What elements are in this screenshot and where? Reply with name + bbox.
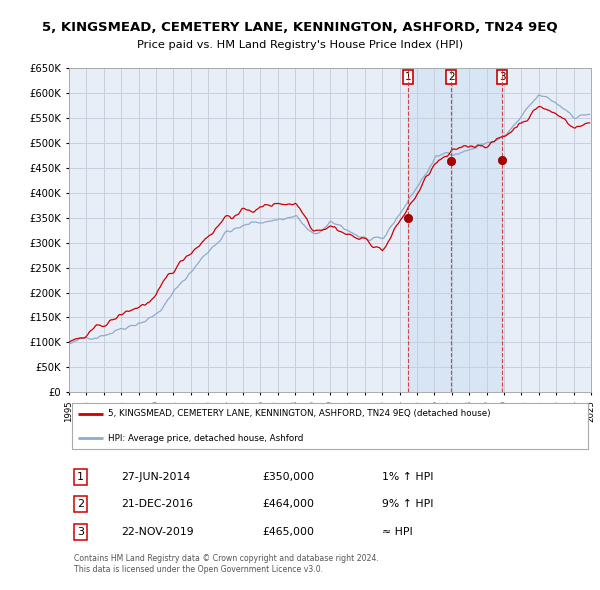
- Text: £464,000: £464,000: [262, 499, 314, 509]
- Text: Contains HM Land Registry data © Crown copyright and database right 2024.: Contains HM Land Registry data © Crown c…: [74, 554, 379, 563]
- Text: 2: 2: [448, 72, 455, 82]
- Text: ≈ HPI: ≈ HPI: [382, 527, 413, 537]
- Text: 21-DEC-2016: 21-DEC-2016: [121, 499, 193, 509]
- Text: 9% ↑ HPI: 9% ↑ HPI: [382, 499, 434, 509]
- Text: 5, KINGSMEAD, CEMETERY LANE, KENNINGTON, ASHFORD, TN24 9EQ (detached house): 5, KINGSMEAD, CEMETERY LANE, KENNINGTON,…: [108, 409, 491, 418]
- Text: Price paid vs. HM Land Registry's House Price Index (HPI): Price paid vs. HM Land Registry's House …: [137, 40, 463, 50]
- Text: 1% ↑ HPI: 1% ↑ HPI: [382, 472, 434, 482]
- Text: 3: 3: [499, 72, 506, 82]
- Text: 5, KINGSMEAD, CEMETERY LANE, KENNINGTON, ASHFORD, TN24 9EQ: 5, KINGSMEAD, CEMETERY LANE, KENNINGTON,…: [42, 21, 558, 34]
- Text: £465,000: £465,000: [262, 527, 314, 537]
- Text: This data is licensed under the Open Government Licence v3.0.: This data is licensed under the Open Gov…: [74, 565, 323, 574]
- Text: 1: 1: [77, 472, 84, 482]
- Text: £350,000: £350,000: [262, 472, 314, 482]
- Text: 2: 2: [77, 499, 84, 509]
- Text: 3: 3: [77, 527, 84, 537]
- Text: 22-NOV-2019: 22-NOV-2019: [121, 527, 194, 537]
- Text: HPI: Average price, detached house, Ashford: HPI: Average price, detached house, Ashf…: [108, 434, 304, 443]
- Text: 27-JUN-2014: 27-JUN-2014: [121, 472, 190, 482]
- FancyBboxPatch shape: [71, 404, 589, 448]
- Bar: [408, 68, 502, 392]
- Text: 1: 1: [405, 72, 412, 82]
